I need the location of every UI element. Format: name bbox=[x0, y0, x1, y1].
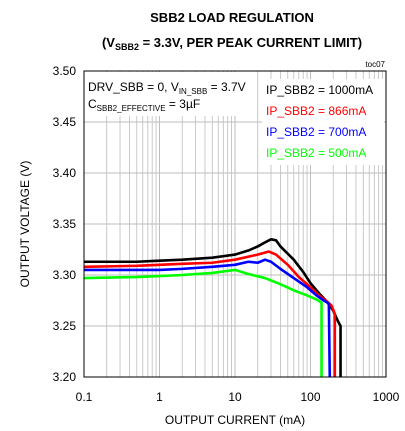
x-tick-labels: 0.1 1 10 100 1000 bbox=[76, 390, 400, 404]
condition-line-2: CSBB2_EFFECTIVE = 3µF bbox=[88, 97, 200, 113]
plot-grid bbox=[84, 71, 386, 377]
condition-line-1-subscript: IN_SBB bbox=[179, 87, 207, 96]
chart-title: SBB2 LOAD REGULATION bbox=[150, 10, 314, 25]
condition-line-1-text: DRV_SBB = 0, V bbox=[88, 80, 179, 94]
series-line-3 bbox=[84, 258, 332, 378]
y-tick-label: 3.35 bbox=[53, 217, 77, 231]
legend-box bbox=[262, 79, 384, 165]
legend-entry-1: IP_SBB2 = 1000mA bbox=[266, 83, 373, 97]
y-axis-label: OUTPUT VOLTAGE (V) bbox=[18, 161, 32, 288]
legend-entry-2: IP_SBB2 = 866mA bbox=[266, 104, 366, 118]
y-tick-label: 3.20 bbox=[53, 370, 77, 384]
condition-line-2-subscript: SBB2_EFFECTIVE bbox=[97, 104, 166, 113]
y-tick-label: 3.45 bbox=[53, 115, 77, 129]
chart-subtitle-rest: = 3.3V, PER PEAK CURRENT LIMIT) bbox=[139, 35, 362, 50]
x-tick-label: 100 bbox=[300, 390, 320, 404]
condition-line-1-rest: = 3.7V bbox=[207, 80, 245, 94]
y-tick-label: 3.50 bbox=[53, 64, 77, 78]
conditions-box bbox=[85, 72, 241, 116]
legend: IP_SBB2 = 1000mA IP_SBB2 = 866mA IP_SBB2 =… bbox=[266, 83, 373, 160]
y-tick-labels: 3.20 3.25 3.30 3.35 3.40 3.45 3.50 bbox=[53, 64, 77, 384]
legend-entry-4: IP_SBB2 = 500mA bbox=[266, 146, 366, 160]
chart-subtitle: (VSBB2 = 3.3V, PER PEAK CURRENT LIMIT) bbox=[102, 35, 362, 52]
condition-line-2-rest: = 3µF bbox=[166, 97, 201, 111]
condition-line-1: DRV_SBB = 0, VIN_SBB = 3.7V bbox=[88, 80, 246, 96]
x-tick-label: 0.1 bbox=[76, 390, 93, 404]
chart-subtitle-prefix: (V bbox=[102, 35, 115, 50]
y-tick-label: 3.30 bbox=[53, 268, 77, 282]
figure-tag: toc07 bbox=[365, 60, 385, 69]
plot-frame bbox=[83, 70, 387, 378]
series-line-4 bbox=[83, 268, 323, 377]
condition-line-2-text: C bbox=[88, 97, 97, 111]
x-tick-label: 1 bbox=[156, 390, 163, 404]
x-axis-label: OUTPUT CURRENT (mA) bbox=[165, 413, 305, 427]
x-tick-label: 10 bbox=[228, 390, 242, 404]
chart-subtitle-subscript: SBB2 bbox=[115, 42, 139, 52]
y-tick-label: 3.40 bbox=[53, 166, 77, 180]
plot-series bbox=[83, 238, 342, 378]
y-tick-label: 3.25 bbox=[53, 319, 77, 333]
legend-entry-3: IP_SBB2 = 700mA bbox=[266, 125, 366, 139]
x-tick-label: 1000 bbox=[373, 390, 400, 404]
